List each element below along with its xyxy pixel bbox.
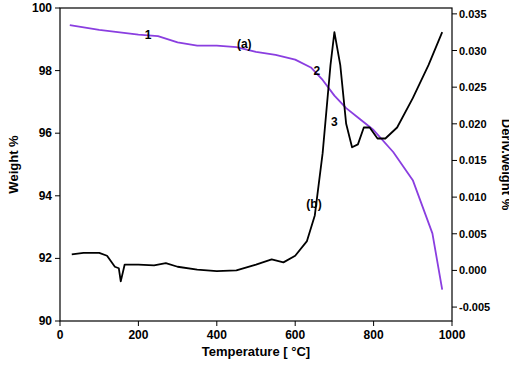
x-tick-label: 1000 bbox=[439, 328, 466, 342]
y2-tick bbox=[452, 307, 457, 308]
y-tick bbox=[55, 133, 60, 134]
y-tick-label: 100 bbox=[32, 1, 52, 15]
x-tick-label: 400 bbox=[207, 328, 227, 342]
x-tick bbox=[60, 321, 61, 326]
y2-tick-label: 0.030 bbox=[459, 45, 487, 57]
annotation: 3 bbox=[331, 115, 338, 129]
plot-data bbox=[70, 25, 442, 289]
chart: 0 200 400 600 800 1000 90 92 94 96 98 100 -0.005 0.00… bbox=[0, 0, 509, 372]
y2-tick-label: -0.005 bbox=[459, 301, 490, 313]
annotation: 2 bbox=[313, 64, 320, 78]
x-axis-label: Temperature [ °C] bbox=[202, 344, 310, 359]
x-tick bbox=[138, 321, 139, 326]
y2-tick bbox=[452, 270, 457, 271]
y2-axis-label: Deriv.weight % bbox=[499, 119, 509, 211]
x-tick-label: 0 bbox=[57, 328, 64, 342]
y2-tick-label: 0.000 bbox=[459, 264, 487, 276]
y2-tick bbox=[452, 160, 457, 161]
y-tick bbox=[55, 258, 60, 259]
y2-tick bbox=[452, 233, 457, 234]
y2-tick-label: 0.015 bbox=[459, 154, 487, 166]
y2-tick-label: 0.020 bbox=[459, 118, 487, 130]
y-tick-label: 98 bbox=[39, 64, 53, 78]
x-tick-label: 800 bbox=[364, 328, 384, 342]
x-tick bbox=[452, 321, 453, 326]
y-tick-label: 96 bbox=[39, 126, 53, 140]
y-tick-label: 90 bbox=[39, 314, 53, 328]
y-tick bbox=[55, 195, 60, 196]
x-tick-label: 600 bbox=[285, 328, 305, 342]
y-tick bbox=[55, 70, 60, 71]
y2-tick bbox=[452, 123, 457, 124]
x-tick bbox=[216, 321, 217, 326]
y-axis-label: Weight % bbox=[6, 135, 21, 194]
plot-frame bbox=[60, 8, 452, 321]
y2-tick bbox=[452, 197, 457, 198]
x-tick-label: 200 bbox=[128, 328, 148, 342]
y-tick bbox=[55, 8, 60, 9]
y2-tick bbox=[452, 87, 457, 88]
y-tick-label: 94 bbox=[39, 189, 53, 203]
y2-tick-label: 0.010 bbox=[459, 191, 487, 203]
annotation: (a) bbox=[237, 37, 252, 51]
y2-tick-label: 0.005 bbox=[459, 228, 487, 240]
x-tick bbox=[295, 321, 296, 326]
annotation: (b) bbox=[306, 197, 321, 211]
y2-tick-label: 0.035 bbox=[459, 8, 487, 20]
y2-tick bbox=[452, 13, 457, 14]
y2-tick bbox=[452, 50, 457, 51]
annotation: 1 bbox=[145, 28, 152, 42]
y-tick-label: 92 bbox=[39, 251, 53, 265]
y2-tick-label: 0.025 bbox=[459, 81, 487, 93]
series-line bbox=[72, 32, 442, 281]
series-line bbox=[70, 25, 442, 289]
y-tick bbox=[55, 321, 60, 322]
x-tick bbox=[373, 321, 374, 326]
